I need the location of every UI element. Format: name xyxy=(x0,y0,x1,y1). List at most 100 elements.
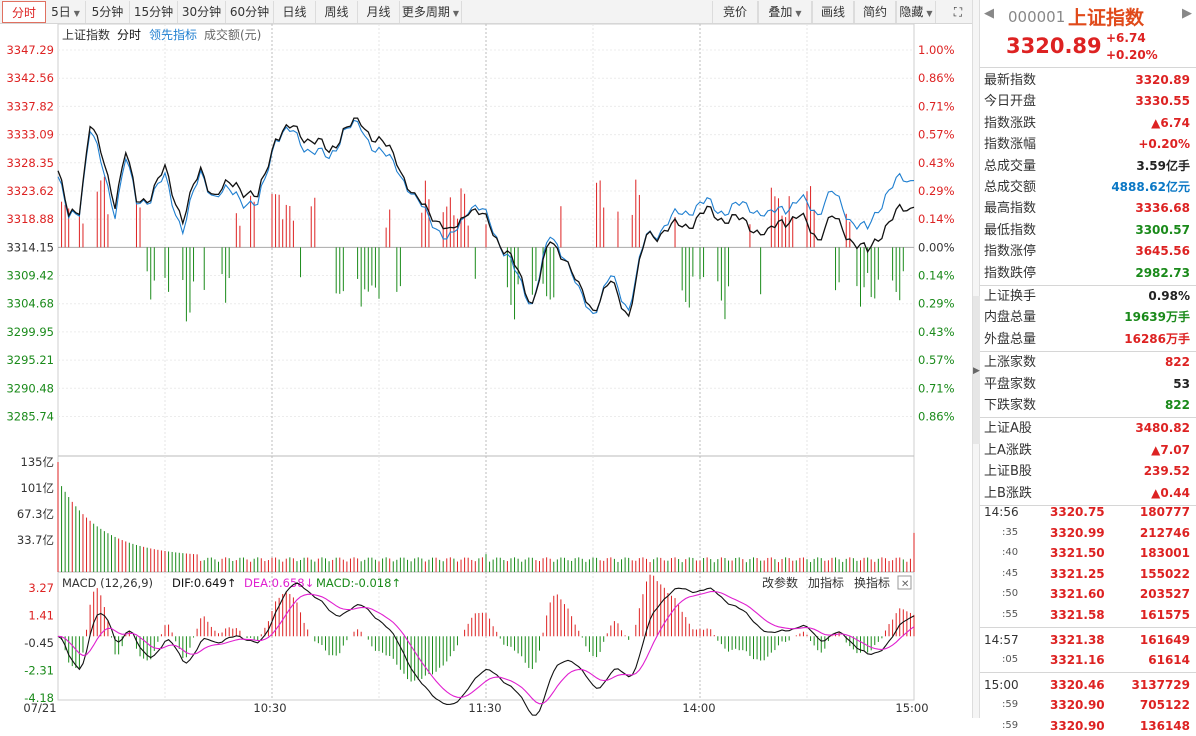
pct-tick: 0.14% xyxy=(918,212,955,226)
price-tick: 3285.74 xyxy=(6,409,54,423)
time-tick: 15:00 xyxy=(895,701,928,715)
stat-value: 4888.62亿元 xyxy=(1111,180,1190,194)
period-tab-6[interactable]: 日线 xyxy=(274,1,316,23)
quote-pct: +0.20% xyxy=(1106,48,1158,62)
stat-row: 上A涨跌 ▲7.07 xyxy=(980,440,1196,461)
macd-label: MACD (12,26,9) xyxy=(62,576,153,590)
tick-time: :50 xyxy=(1002,588,1019,600)
stat-value: 2982.73 xyxy=(1135,265,1190,280)
stat-label: 上证A股 xyxy=(984,421,1032,437)
collapse-arrow-icon[interactable]: ▶ xyxy=(973,366,980,376)
stat-label: 指数涨幅 xyxy=(984,137,1037,153)
tick-price: 3321.60 xyxy=(1050,587,1105,602)
stat-value: +0.20% xyxy=(1138,137,1190,152)
period-toolbar: 分时 5日 ▼ 5分钟 15分钟 30分钟 60分钟 日线 周线 月线 更多周期 ▼ 竞价 叠加 ▼ 画线 简约… xyxy=(0,0,972,24)
price-tick: 3323.62 xyxy=(6,184,54,198)
pct-tick: 0.86% xyxy=(918,409,955,423)
time-tick: 14:00 xyxy=(682,701,715,715)
stat-value: 3.59亿手 xyxy=(1136,158,1190,173)
stat-row: 上涨家数 822 xyxy=(980,352,1196,373)
fullscreen-icon[interactable]: ⛶ xyxy=(953,5,963,19)
period-tab-0[interactable]: 分时 xyxy=(2,1,46,23)
tick-time: :59 xyxy=(1002,699,1019,711)
quote-price: 3320.89 xyxy=(1006,34,1102,58)
dropdown-caret-icon: ▼ xyxy=(73,9,80,18)
price-tick: 3314.15 xyxy=(6,240,54,254)
macd-tick: -0.45 xyxy=(24,636,54,650)
macd-value: MACD:-0.018↑ xyxy=(316,576,401,590)
period-tab-5[interactable]: 60分钟 xyxy=(226,1,274,23)
stat-row: 最新指数 3320.89 xyxy=(980,70,1196,91)
index-price-line xyxy=(57,117,915,318)
tick-volume: 212746 xyxy=(1139,525,1190,540)
price-tick: 3342.56 xyxy=(6,71,54,85)
period-tab-9[interactable]: 更多周期 ▼ xyxy=(400,1,462,23)
stat-row: 平盘家数 53 xyxy=(980,374,1196,395)
stat-label: 上证B股 xyxy=(984,464,1032,480)
period-tab-2[interactable]: 5分钟 xyxy=(86,1,130,23)
stat-row: 下跌家数 822 xyxy=(980,395,1196,416)
tool-button-2[interactable]: 画线 xyxy=(812,1,854,23)
tick-volume: 183001 xyxy=(1139,546,1190,561)
period-tab-3[interactable]: 15分钟 xyxy=(130,1,178,23)
prev-arrow-icon[interactable]: ◀ xyxy=(984,6,994,21)
pct-tick: 1.00% xyxy=(918,43,955,57)
macd-button-1[interactable]: 加指标 xyxy=(808,575,844,590)
period-tab-1[interactable]: 5日 ▼ xyxy=(46,1,86,23)
tick-price: 3321.50 xyxy=(1050,546,1105,561)
splitter-grip[interactable] xyxy=(973,296,980,444)
legend-volume: 成交额(元) xyxy=(204,27,261,42)
dropdown-caret-icon: ▼ xyxy=(926,9,933,18)
stat-label: 下跌家数 xyxy=(984,398,1037,413)
intraday-chart[interactable]: 上证指数 分时 领先指标 成交额(元) 3347.29 1.00% 3342.56 0.86%… xyxy=(0,24,972,718)
tick-row: 14:57 3321.38 161649 xyxy=(980,630,1196,650)
pct-tick: 0.43% xyxy=(918,156,955,170)
price-tick: 3299.95 xyxy=(6,325,54,339)
tool-button-0[interactable]: 竞价 xyxy=(712,1,758,23)
tool-button-1[interactable]: 叠加 ▼ xyxy=(758,1,812,23)
stat-label: 最高指数 xyxy=(984,201,1037,217)
tick-volume: 705122 xyxy=(1139,698,1190,713)
tool-button-3[interactable]: 简约 xyxy=(854,1,896,23)
tick-volume: 203527 xyxy=(1139,587,1190,602)
period-tab-4[interactable]: 30分钟 xyxy=(178,1,226,23)
quote-change: +6.74 xyxy=(1106,31,1146,45)
tick-time: 15:00 xyxy=(984,677,1019,692)
macd-button-2[interactable]: 换指标 xyxy=(854,575,890,590)
stat-label: 指数涨停 xyxy=(984,244,1037,260)
stat-label: 上证换手 xyxy=(984,289,1037,304)
price-tick: 3295.21 xyxy=(6,353,54,367)
macd-tick: -4.18 xyxy=(24,691,54,705)
period-tab-7[interactable]: 周线 xyxy=(316,1,358,23)
tick-row: :55 3321.58 161575 xyxy=(980,605,1196,625)
period-tab-8[interactable]: 月线 xyxy=(358,1,400,23)
pct-tick: 0.71% xyxy=(918,381,955,395)
lead-indicator-line xyxy=(57,119,915,315)
tick-row: :05 3321.16 61614 xyxy=(980,650,1196,670)
close-icon[interactable] xyxy=(897,575,912,590)
next-arrow-icon[interactable]: ▶ xyxy=(1182,6,1192,21)
pct-tick: 0.00% xyxy=(918,240,955,254)
pct-tick: 0.57% xyxy=(918,353,955,367)
stat-value: ▲7.07 xyxy=(1151,442,1190,457)
tick-price: 3320.46 xyxy=(1050,677,1105,692)
price-tick: 3347.29 xyxy=(6,43,54,57)
tick-time: :55 xyxy=(1002,609,1019,620)
stat-value: 3300.57 xyxy=(1135,222,1190,237)
stat-value: ▲0.44 xyxy=(1151,485,1190,500)
volume-tick: 33.7亿 xyxy=(17,533,54,547)
volume-tick: 67.3亿 xyxy=(17,507,54,521)
tick-time: :45 xyxy=(1002,567,1019,579)
legend-name: 上证指数 xyxy=(62,27,110,42)
stat-value: 19639万手 xyxy=(1124,310,1190,325)
panel-splitter[interactable]: ▶ xyxy=(972,0,980,718)
stat-row: 最低指数 3300.57 xyxy=(980,220,1196,241)
tool-button-4[interactable]: 隐藏 ▼ xyxy=(896,1,936,23)
macd-button-0[interactable]: 改参数 xyxy=(762,575,798,590)
stat-label: 上涨家数 xyxy=(984,355,1037,371)
price-tick: 3333.09 xyxy=(6,128,54,142)
pct-tick: 0.29% xyxy=(918,184,955,198)
price-tick: 3290.48 xyxy=(6,381,54,395)
stat-value: 239.52 xyxy=(1143,464,1190,479)
stat-value: 3336.68 xyxy=(1135,201,1190,216)
